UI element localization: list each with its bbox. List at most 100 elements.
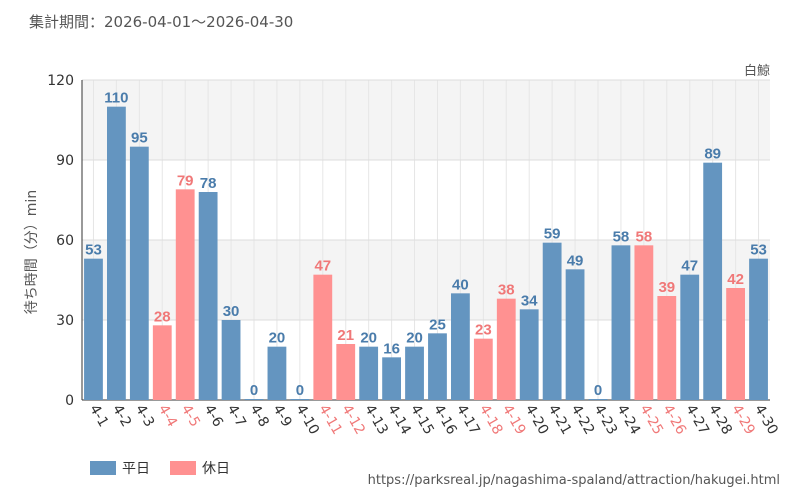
x-tick-label-4-24: 4-24 <box>613 402 643 438</box>
source-url[interactable]: https://parksreal.jp/nagashima-spaland/a… <box>367 473 780 488</box>
x-tick-label-4-5: 4-5 <box>178 402 203 430</box>
value-label-4-21: 59 <box>544 226 561 243</box>
x-tick-label-4-8: 4-8 <box>247 402 272 430</box>
x-tick-label-4-17: 4-17 <box>453 402 483 438</box>
x-tick-label-4-29: 4-29 <box>728 402 758 438</box>
bar-4-15 <box>405 346 424 400</box>
y-axis-label: 待ち時間（分）min <box>24 190 40 314</box>
x-tick-label-4-6: 4-6 <box>201 402 226 430</box>
y-tick-label: 60 <box>56 233 74 249</box>
bar-4-21 <box>542 242 562 400</box>
bar-4-5 <box>175 189 195 400</box>
bar-4-3 <box>129 146 149 400</box>
value-label-4-20: 34 <box>521 292 538 309</box>
bar-4-27 <box>680 274 700 400</box>
value-label-4-25: 58 <box>636 228 653 245</box>
y-tick-label: 120 <box>47 73 74 89</box>
period-label: 集計期間：2026-04-01～2026-04-30 <box>29 13 294 31</box>
bar-4-29 <box>726 288 746 400</box>
x-tick-label-4-2: 4-2 <box>109 402 134 430</box>
x-tick-label-4-25: 4-25 <box>636 402 666 438</box>
y-tick-label: 30 <box>56 313 74 329</box>
bar-4-11 <box>313 274 333 400</box>
bar-4-26 <box>657 296 677 400</box>
x-tick-label-4-21: 4-21 <box>545 402 575 438</box>
value-label-4-12: 21 <box>337 327 354 344</box>
value-label-4-22: 49 <box>567 252 584 269</box>
x-tick-label-4-18: 4-18 <box>476 402 506 438</box>
bar-4-18 <box>473 338 493 400</box>
bar-4-13 <box>359 346 379 400</box>
value-label-4-28: 89 <box>704 146 721 163</box>
x-tick-label-4-26: 4-26 <box>659 402 689 438</box>
value-label-4-26: 39 <box>658 279 675 296</box>
y-tick-label: 90 <box>56 153 74 169</box>
value-label-4-13: 20 <box>360 330 377 347</box>
value-label-4-16: 25 <box>429 316 446 333</box>
x-tick-label-4-13: 4-13 <box>361 402 391 438</box>
bar-4-14 <box>382 357 402 400</box>
x-tick-label-4-27: 4-27 <box>682 402 712 438</box>
x-tick-label-4-20: 4-20 <box>522 402 552 438</box>
x-tick-label-4-10: 4-10 <box>292 402 322 438</box>
value-label-4-8: 0 <box>250 382 258 399</box>
legend-label-holiday: 休日 <box>202 461 230 477</box>
bar-4-4 <box>152 325 172 400</box>
bar-4-8 <box>244 399 264 400</box>
value-label-4-15: 20 <box>406 330 423 347</box>
legend-item-weekday: 平日 <box>90 458 150 478</box>
value-label-4-3: 95 <box>131 130 148 147</box>
value-label-4-5: 79 <box>177 172 194 189</box>
bar-4-23 <box>588 399 608 400</box>
bar-4-20 <box>519 309 539 400</box>
legend-swatch-holiday <box>170 461 196 475</box>
attraction-name: 白鯨 <box>743 64 770 79</box>
value-label-4-17: 40 <box>452 276 469 293</box>
bar-4-30 <box>749 258 768 400</box>
bar-4-16 <box>428 333 447 400</box>
value-label-4-27: 47 <box>681 258 698 275</box>
x-tick-label-4-15: 4-15 <box>407 402 437 438</box>
x-tick-label-4-14: 4-14 <box>384 402 414 438</box>
x-tick-label-4-23: 4-23 <box>591 402 621 438</box>
x-tick-label-4-22: 4-22 <box>568 402 598 438</box>
x-tick-label-4-12: 4-12 <box>338 402 368 438</box>
bar-4-24 <box>611 245 631 400</box>
legend-swatch-weekday <box>90 461 116 475</box>
bar-4-9 <box>267 346 287 400</box>
value-label-4-9: 20 <box>269 330 286 347</box>
value-label-4-7: 30 <box>223 303 240 320</box>
grid-band <box>82 240 770 320</box>
value-label-4-2: 110 <box>104 90 128 107</box>
bar-4-17 <box>450 293 470 400</box>
value-label-4-24: 58 <box>613 228 630 245</box>
x-tick-label-4-30: 4-30 <box>751 402 781 438</box>
x-tick-label-4-19: 4-19 <box>499 402 529 438</box>
legend: 平日 休日 <box>90 458 250 478</box>
bar-4-10 <box>290 399 310 400</box>
bar-4-19 <box>496 298 516 400</box>
bar-4-2 <box>106 106 126 401</box>
value-label-4-30: 53 <box>750 242 767 259</box>
value-label-4-4: 28 <box>154 308 171 325</box>
x-tick-label-4-3: 4-3 <box>132 402 157 430</box>
bar-4-6 <box>198 192 218 400</box>
bar-4-12 <box>336 344 356 400</box>
value-label-4-14: 16 <box>383 340 400 357</box>
x-tick-label-4-4: 4-4 <box>155 402 180 430</box>
value-label-4-19: 38 <box>498 282 515 299</box>
bar-4-28 <box>703 162 723 400</box>
value-label-4-10: 0 <box>296 382 304 399</box>
value-label-4-23: 0 <box>594 382 602 399</box>
x-tick-label-4-16: 4-16 <box>430 402 460 438</box>
grid-band <box>82 80 770 160</box>
y-tick-label: 0 <box>65 393 74 409</box>
value-label-4-1: 53 <box>85 242 102 259</box>
bar-4-25 <box>634 245 654 400</box>
bar-4-22 <box>565 269 585 400</box>
x-tick-label-4-1: 4-1 <box>86 402 111 430</box>
value-label-4-11: 47 <box>314 258 331 275</box>
x-tick-label-4-9: 4-9 <box>269 402 294 430</box>
value-label-4-18: 23 <box>475 322 492 339</box>
x-tick-label-4-11: 4-11 <box>315 402 345 438</box>
